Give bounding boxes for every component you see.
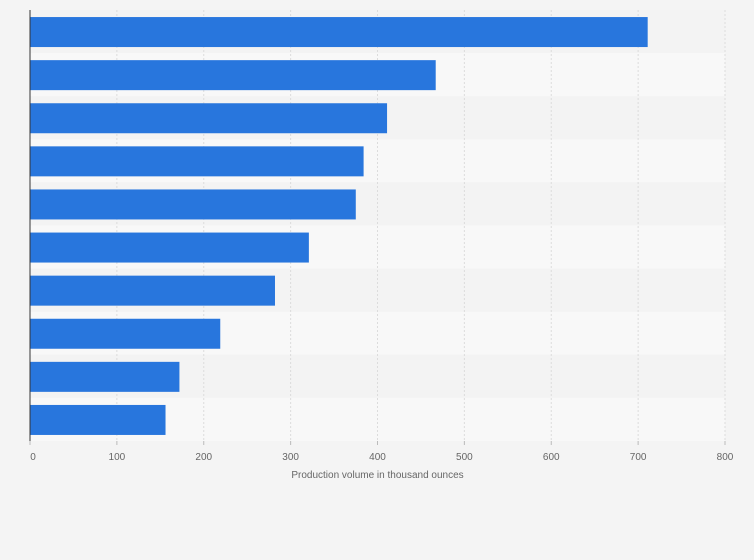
bar [30,232,309,263]
bar [30,275,275,306]
x-tick-label: 700 [630,452,647,463]
bar [30,146,364,177]
bar [30,189,356,220]
x-tick-label: 200 [195,452,212,463]
bar [30,103,388,134]
bar [30,17,648,48]
bar [30,60,436,91]
bar [30,318,221,349]
x-tick-label: 400 [369,452,386,463]
x-tick-label: 500 [456,452,473,463]
x-tick-label: 600 [543,452,560,463]
x-axis-title: Production volume in thousand ounces [291,470,463,481]
x-tick-label: 300 [282,452,299,463]
x-tick-label: 800 [717,452,734,463]
bar [30,361,180,392]
bars [30,17,648,435]
x-tick-label: 0 [30,452,36,463]
x-tick-label: 100 [109,452,126,463]
bar [30,404,166,435]
x-axis-ticks: 0 100 200 300 400 500 600 700 800 [29,441,734,463]
